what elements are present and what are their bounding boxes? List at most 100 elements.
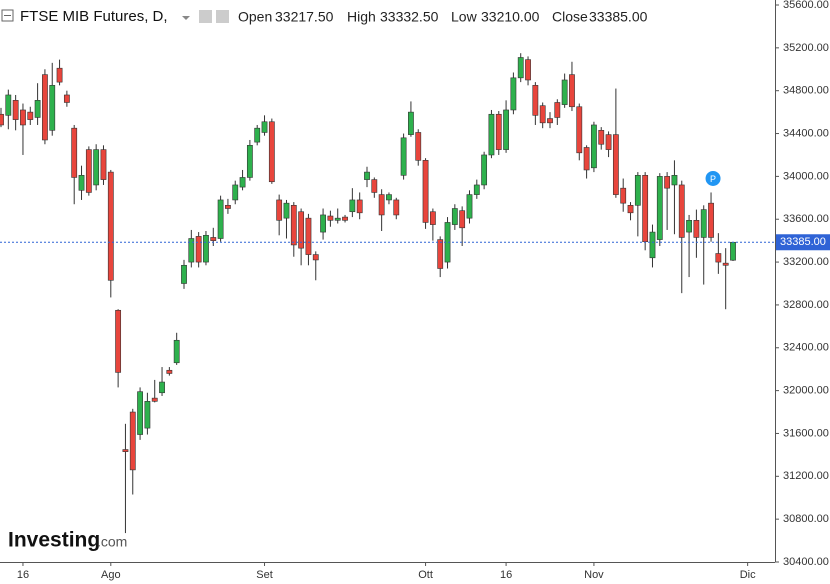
y-tick-label: 34400.00 (783, 127, 829, 139)
header-value: 33385.00 (589, 9, 648, 25)
candle-body (356, 199, 363, 214)
collapse-icon[interactable] (1, 9, 14, 22)
candle-body (700, 209, 707, 238)
candle-body (27, 111, 34, 120)
y-tick-label: 33200.00 (783, 256, 829, 268)
candle-body (671, 175, 678, 186)
candle-body (34, 100, 41, 118)
x-tick-label: Ago (101, 569, 121, 581)
header-value: 33210.00 (481, 9, 540, 25)
candle-body (210, 237, 217, 241)
candle-body (627, 205, 634, 214)
x-tick-label: Set (256, 569, 273, 581)
candle-body (517, 57, 524, 79)
candle-body (144, 401, 151, 429)
candle-body (261, 121, 268, 133)
y-tick-label: 35600.00 (783, 0, 829, 11)
candle-body (715, 253, 722, 263)
candle-body (276, 199, 283, 221)
candle-body (93, 149, 100, 186)
candle-body (525, 59, 531, 81)
candle-body (371, 179, 378, 193)
candle-body (100, 149, 107, 180)
candle-body (605, 134, 612, 150)
y-tick-label: 32800.00 (783, 299, 829, 311)
candle-body (612, 134, 619, 195)
candle-body (115, 309, 122, 373)
candle-body (129, 411, 136, 471)
candle-body (78, 175, 85, 191)
candle-body (0, 113, 4, 126)
candle-body (49, 85, 56, 131)
candle-body (576, 106, 583, 154)
candle-body (151, 397, 158, 402)
candle-body (620, 187, 627, 204)
candle-body (137, 391, 143, 435)
candle-body (422, 160, 429, 223)
candle-body (466, 194, 473, 219)
candle-body (495, 113, 502, 150)
candle-body (42, 74, 48, 141)
candle-body (400, 137, 407, 176)
y-tick-label: 31200.00 (783, 470, 829, 482)
candle-body (107, 171, 114, 281)
candle-body (664, 176, 671, 189)
last-price-box (776, 234, 830, 251)
header-label: Low (451, 9, 478, 25)
candle-body (642, 175, 649, 243)
y-tick-label: 35200.00 (783, 42, 829, 54)
dropdown-icon[interactable] (182, 16, 190, 20)
candle-body (246, 145, 253, 178)
y-tick-label: 32400.00 (783, 342, 829, 354)
candle-body (429, 211, 436, 225)
settings-icon[interactable] (199, 10, 212, 23)
candle-body (290, 205, 297, 246)
candle-body (583, 147, 590, 171)
chart-title: FTSE MIB Futures, D, (20, 8, 168, 25)
candle-body (188, 238, 195, 263)
candle-body (173, 339, 180, 364)
candle-body (686, 220, 692, 233)
candle-body (364, 171, 370, 180)
candle-body (415, 132, 422, 161)
candle-body (539, 105, 546, 124)
candle-body (708, 202, 714, 238)
candle-body (503, 109, 509, 150)
y-tick-label: 34800.00 (783, 85, 829, 97)
y-tick-label: 33600.00 (783, 213, 829, 225)
candle-body (678, 184, 685, 238)
candle-body (386, 194, 392, 201)
y-tick-label: 31600.00 (783, 427, 829, 439)
last-price-label: 33385.00 (780, 236, 826, 248)
candle-body (63, 94, 70, 103)
candle-body (510, 77, 517, 111)
watermark-suffix: .com (97, 534, 127, 550)
close-icon[interactable] (216, 10, 229, 23)
candle-body (569, 74, 575, 108)
x-tick-label: 16 (17, 569, 29, 581)
header-label: Close (552, 9, 588, 25)
candle-body (334, 217, 341, 221)
candle-body (342, 216, 348, 221)
candle-body (561, 79, 568, 105)
header-value: 33332.50 (380, 9, 439, 25)
annotation-marker (705, 170, 721, 186)
candle-body (122, 449, 129, 452)
candle-body (532, 85, 539, 116)
candle-body (547, 118, 553, 124)
candle-body (473, 184, 480, 195)
candle-body (488, 113, 495, 156)
candle-body (254, 127, 261, 143)
candle-body (56, 67, 63, 83)
y-tick-label: 30800.00 (783, 513, 829, 525)
candle-body (159, 381, 165, 394)
candle-body (634, 175, 641, 206)
candle-body (437, 239, 444, 269)
candle-body (232, 184, 239, 201)
candle-body (268, 121, 275, 183)
x-tick-label: Ott (418, 569, 433, 581)
y-tick-label: 32000.00 (783, 385, 829, 397)
watermark: Investing (8, 529, 100, 552)
candle-body (12, 100, 19, 120)
